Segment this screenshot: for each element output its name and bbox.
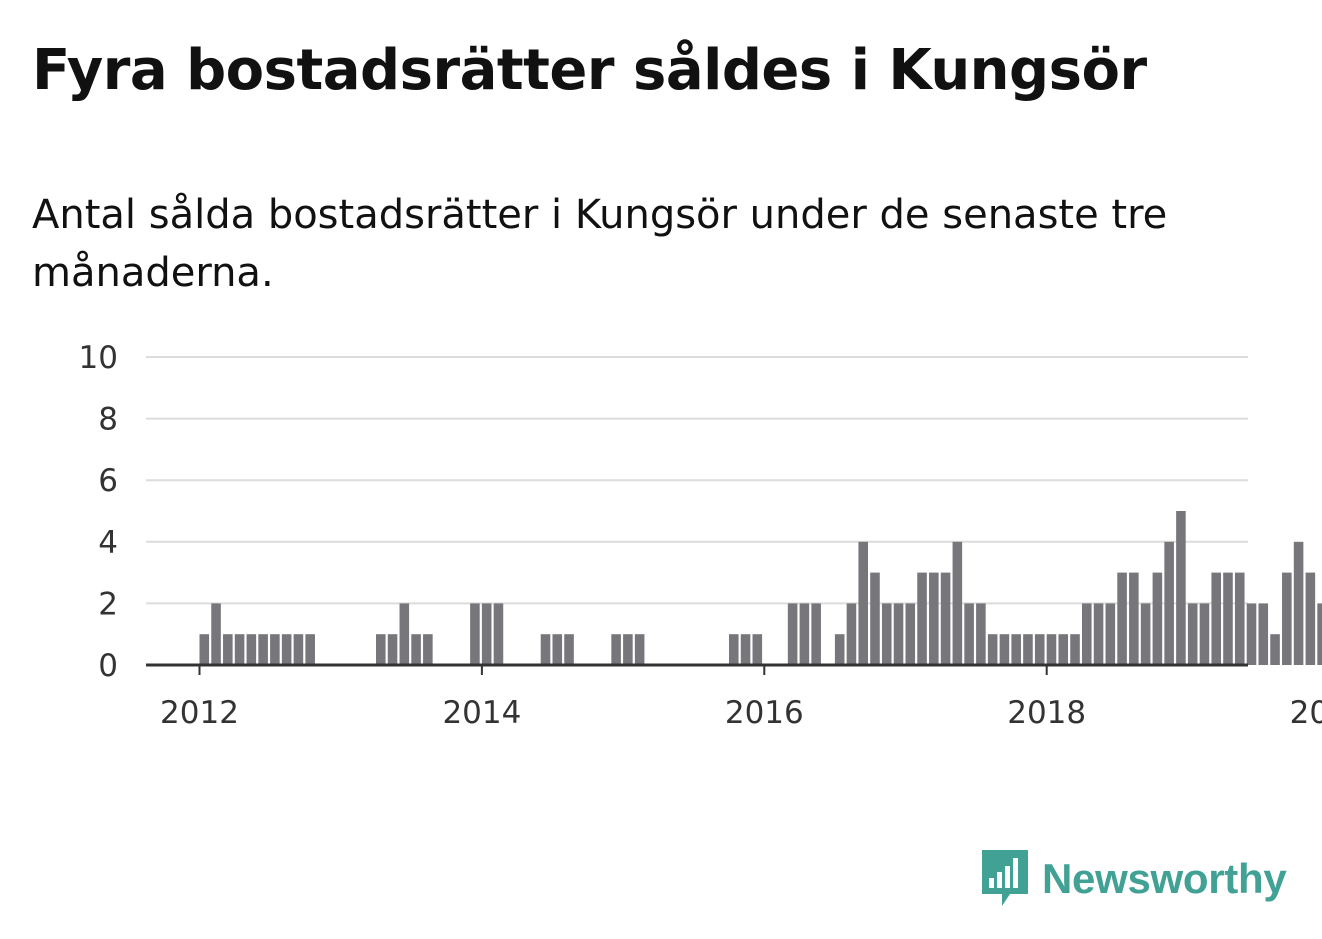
y-tick-label: 8 [98,402,118,438]
bar [1199,603,1210,665]
bar [305,634,315,665]
bar [1152,572,1163,665]
bar [881,603,892,665]
bar [270,634,280,665]
bar [1305,572,1316,665]
bar [376,634,386,665]
bar [423,634,433,665]
newsworthy-logo: Newsworthy [980,848,1287,910]
gridlines [146,356,1248,605]
bar [1317,603,1322,665]
bar [834,634,845,665]
bar [905,603,916,665]
bar [729,634,739,665]
y-tick-label: 10 [79,340,118,376]
bar [493,603,504,665]
bar [1176,511,1186,665]
bar [623,634,633,665]
bar [846,603,857,665]
y-tick-label: 4 [98,525,118,561]
bar [481,603,492,665]
bar [1093,603,1104,665]
bar [952,541,963,665]
bar [752,634,763,665]
bar [1187,603,1198,665]
bar [234,634,245,665]
bar [246,634,257,665]
bar [1034,634,1045,665]
newsworthy-logo-text: Newsworthy [1042,855,1287,902]
bar [470,603,480,665]
bar [1282,572,1292,665]
bar [1211,572,1221,665]
bar [1129,572,1139,665]
bar [1070,634,1080,665]
bar [1023,634,1033,665]
bar [1270,634,1280,665]
bar [1293,541,1304,665]
bar [940,572,951,665]
y-tick-label: 2 [98,586,118,622]
x-tick-label: 2020 [1290,695,1322,731]
bar [964,603,974,665]
bar [1258,603,1269,665]
bar [293,634,304,665]
bar [611,634,621,665]
x-tick-label: 2014 [442,695,521,731]
chart-title: Fyra bostadsrätter såldes i Kungsör [32,38,1147,103]
bar [999,634,1010,665]
bar [1082,603,1092,665]
x-tick-label: 2012 [160,695,239,731]
x-tick-label: 2016 [725,695,804,731]
bar [1164,541,1174,665]
bar [199,634,210,665]
bar [858,541,868,665]
labels: 0246810420122014201620182020202220242026 [79,340,1322,731]
bar [811,603,821,665]
bar-chart: 0246810420122014201620182020202220242026 [79,340,1322,731]
newsworthy-logo-icon [982,850,1028,906]
bar [211,603,221,665]
bar [540,634,551,665]
bar [1046,634,1057,665]
bar [281,634,292,665]
bar [1223,572,1233,665]
bar [258,634,268,665]
y-tick-label: 6 [98,463,118,499]
y-tick-label: 0 [98,648,118,684]
bar [976,603,986,665]
x-tick-label: 2018 [1007,695,1086,731]
bar [552,634,563,665]
bar [387,634,398,665]
bar [787,603,798,665]
axes [146,663,1248,675]
bar [411,634,421,665]
bar [1117,572,1127,665]
bar [870,572,880,665]
bar [634,634,645,665]
bars [199,511,1322,665]
bar [893,603,904,665]
bar [1011,634,1021,665]
bar [740,634,751,665]
bar [1105,603,1116,665]
bar [1140,603,1151,665]
bar [987,634,998,665]
bar [1058,634,1069,665]
bar [399,603,410,665]
bar [1246,603,1257,665]
bar [917,572,927,665]
chart-subtitle: Antal sålda bostadsrätter i Kungsör unde… [32,192,1168,296]
bar [223,634,233,665]
bar [564,634,574,665]
bar [1234,572,1245,665]
bar [929,572,939,665]
bar [799,603,810,665]
